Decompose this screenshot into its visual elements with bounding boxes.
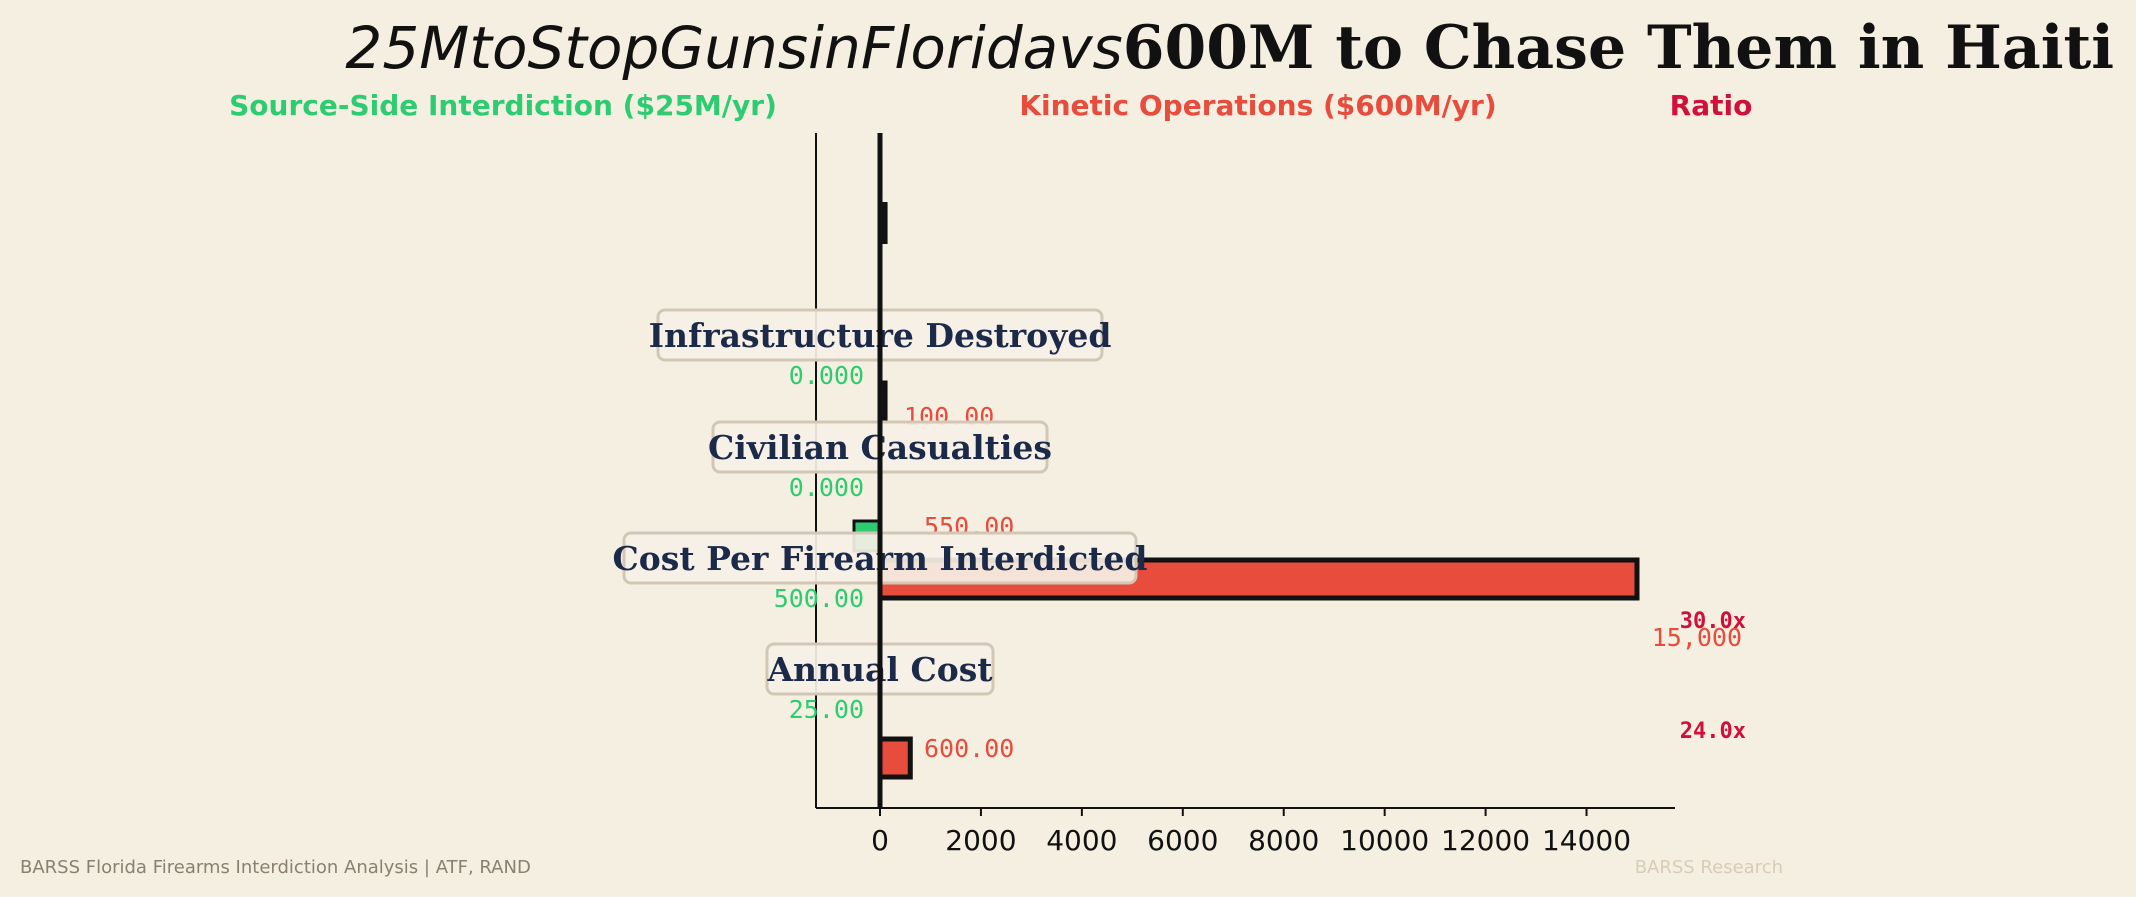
kinetic-bar [877,736,913,780]
kinetic-value-label: 600.00 [924,734,1014,763]
ratio-label: 24.0x [1680,719,1746,744]
partial-bar-top-2 [880,202,888,244]
footer-source: BARSS Florida Firearms Interdiction Anal… [20,857,531,878]
x-tick-label: 14000 [1542,824,1631,857]
chart-title: 25MtoStopGunsinFloridavs600M to Chase Th… [345,13,2114,83]
x-tick-label: 2000 [945,824,1016,857]
x-tick-label: 8000 [1248,824,1319,857]
footer-credit: BARSS Research [1635,857,1783,878]
kinetic-value-label: 15,000 [1652,623,1742,652]
plot-area: 0 2000 4000 6000 8000 10000 12000 140000.000100… [613,133,1746,857]
header-source-side: Source-Side Interdiction ($25M/yr) [229,89,777,122]
source-value-label: 500.00 [774,584,864,613]
source-value-label: 0.000 [789,361,864,390]
x-tick-label: 4000 [1046,824,1117,857]
title-bold-part: 600M to Chase Them in Haiti [1123,13,2114,83]
x-tick-label: 0 [871,824,889,857]
x-tick-label: 10000 [1340,824,1429,857]
x-tick-label: 12000 [1441,824,1530,857]
x-tick-label: 6000 [1147,824,1218,857]
title-italic-part: 25MtoStopGunsinFloridavs [345,14,1122,82]
header-kinetic: Kinetic Operations ($600M/yr) [1019,89,1496,122]
header-ratio: Ratio [1670,89,1753,122]
ratio-label: 30.0x [1680,609,1746,634]
source-value-label: 25.00 [789,695,864,724]
source-value-label: 0.000 [789,473,864,502]
